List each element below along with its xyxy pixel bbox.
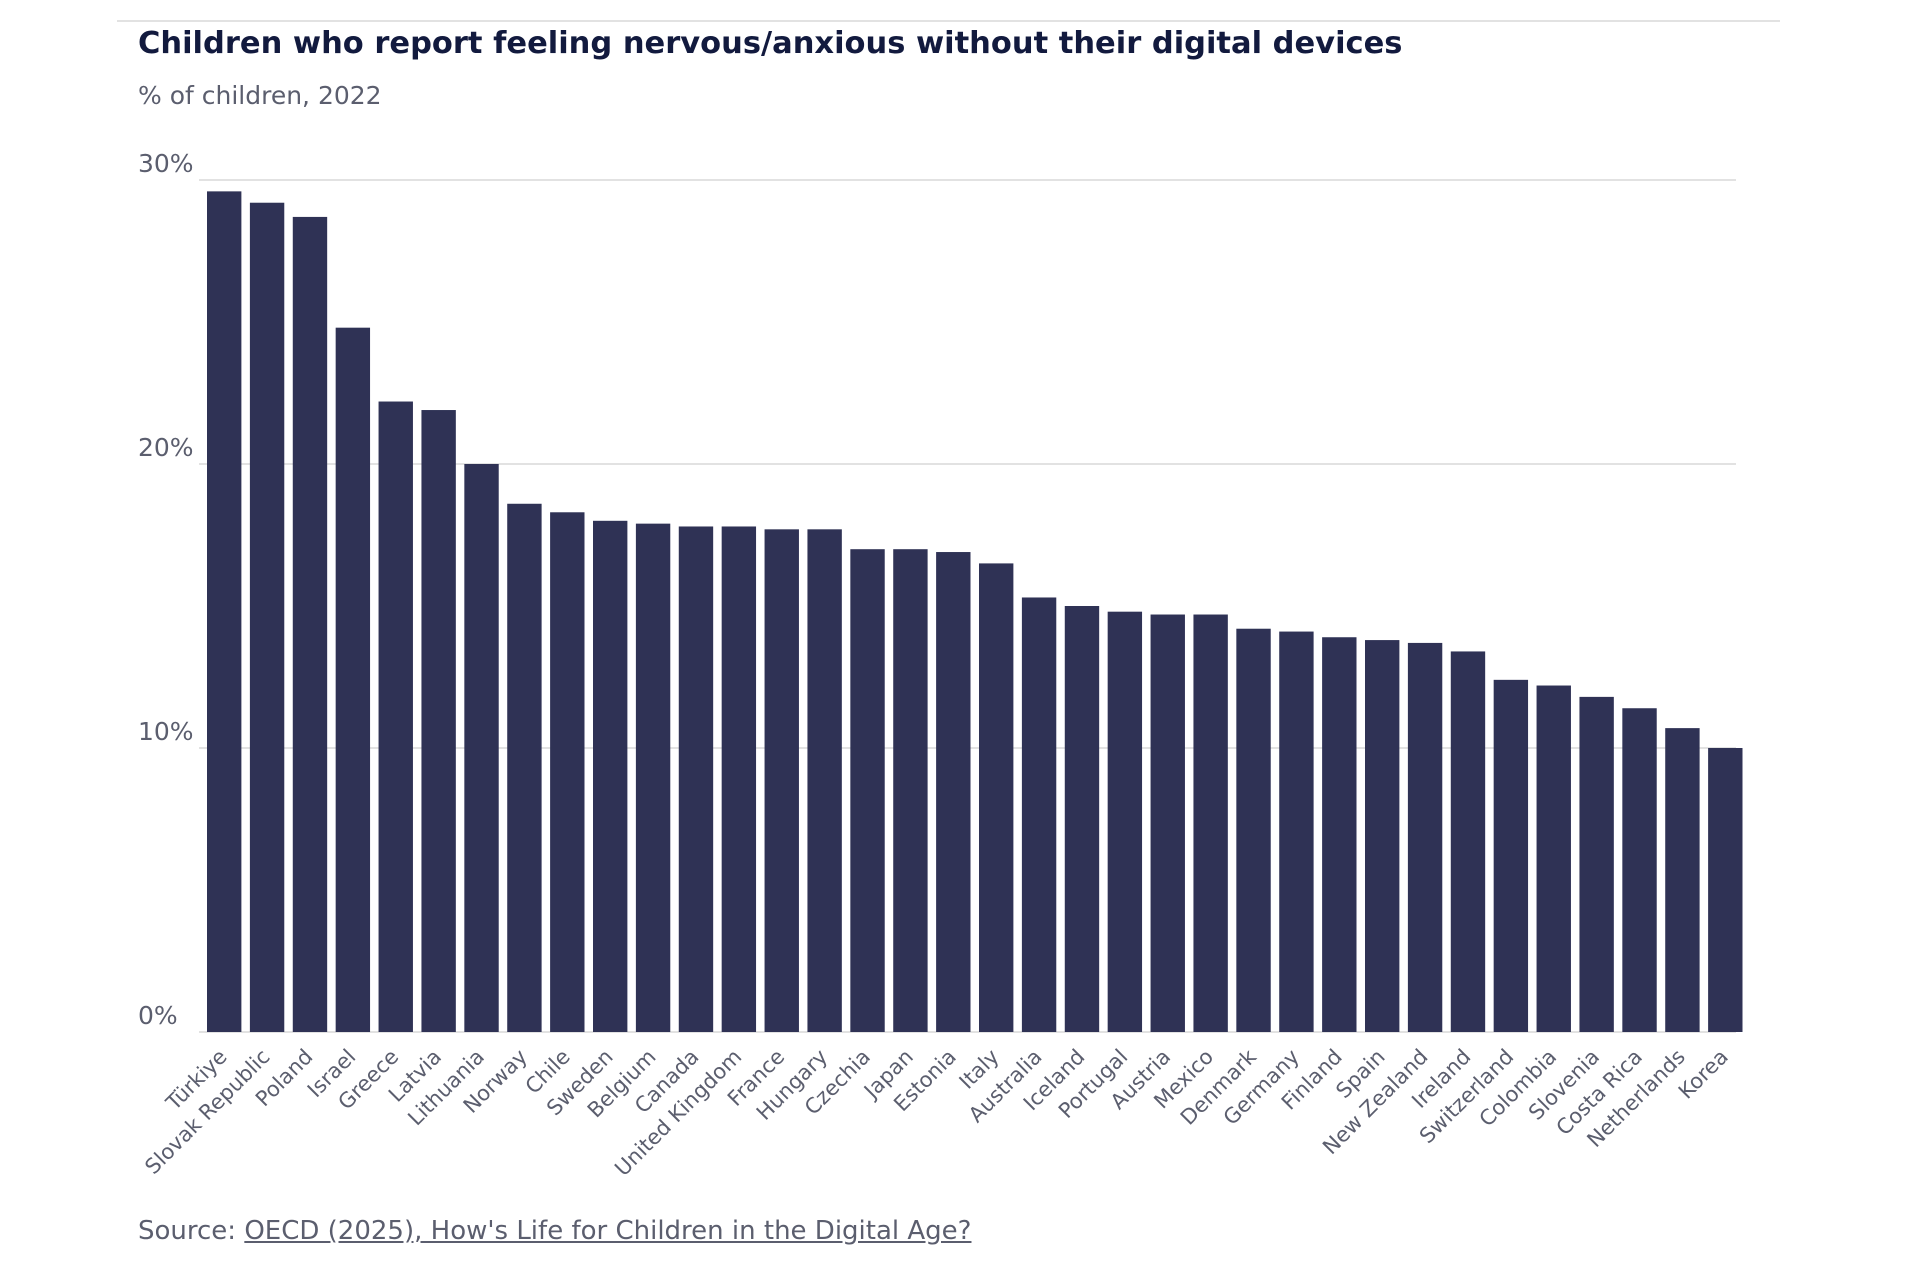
- y-tick-label: 10%: [138, 717, 194, 746]
- bar[interactable]: [292, 216, 328, 1033]
- bar[interactable]: [850, 549, 885, 1032]
- y-tick-label: 30%: [138, 149, 194, 178]
- bar[interactable]: [550, 512, 585, 1032]
- bar[interactable]: [1493, 679, 1529, 1032]
- bar[interactable]: [1407, 642, 1443, 1032]
- bar[interactable]: [1107, 611, 1143, 1032]
- y-tick-label: 0%: [138, 1001, 178, 1030]
- bar[interactable]: [1193, 614, 1228, 1032]
- bar[interactable]: [1450, 651, 1486, 1032]
- bar[interactable]: [979, 563, 1014, 1032]
- bar[interactable]: [807, 529, 842, 1032]
- bar[interactable]: [464, 464, 499, 1032]
- bar[interactable]: [335, 327, 371, 1032]
- bar[interactable]: [1064, 606, 1100, 1032]
- bar[interactable]: [249, 202, 285, 1033]
- chart-title: Children who report feeling nervous/anxi…: [138, 26, 1403, 61]
- bar[interactable]: [1579, 696, 1614, 1032]
- bar[interactable]: [764, 529, 799, 1032]
- bar[interactable]: [936, 552, 971, 1032]
- bars: [207, 191, 1743, 1033]
- bar[interactable]: [207, 191, 242, 1033]
- bar[interactable]: [1365, 640, 1400, 1032]
- source-prefix: Source:: [138, 1216, 245, 1246]
- x-tick-label: Korea: [1674, 1045, 1733, 1104]
- bar[interactable]: [421, 410, 456, 1032]
- bar[interactable]: [1150, 614, 1185, 1032]
- y-tick-label: 20%: [138, 433, 194, 462]
- bar[interactable]: [678, 526, 714, 1032]
- bar[interactable]: [893, 549, 928, 1032]
- bar[interactable]: [721, 526, 757, 1032]
- bar[interactable]: [593, 520, 628, 1032]
- bar[interactable]: [507, 503, 542, 1032]
- bar[interactable]: [1322, 637, 1357, 1032]
- source-note: Source: OECD (2025), How's Life for Chil…: [138, 1216, 971, 1246]
- bar[interactable]: [1279, 631, 1314, 1032]
- bar[interactable]: [1665, 728, 1700, 1032]
- bar[interactable]: [1236, 628, 1271, 1032]
- bar[interactable]: [1536, 685, 1571, 1032]
- bar[interactable]: [1021, 597, 1057, 1032]
- bar[interactable]: [378, 401, 413, 1032]
- bar[interactable]: [1708, 748, 1743, 1032]
- chart-subtitle: % of children, 2022: [138, 81, 382, 110]
- bar[interactable]: [1622, 708, 1657, 1032]
- top-rule: [117, 20, 1780, 22]
- bar[interactable]: [635, 523, 671, 1032]
- source-link[interactable]: OECD (2025), How's Life for Children in …: [244, 1216, 972, 1246]
- y-axis-ticks: 0% 10% 20% 30%: [138, 149, 194, 1030]
